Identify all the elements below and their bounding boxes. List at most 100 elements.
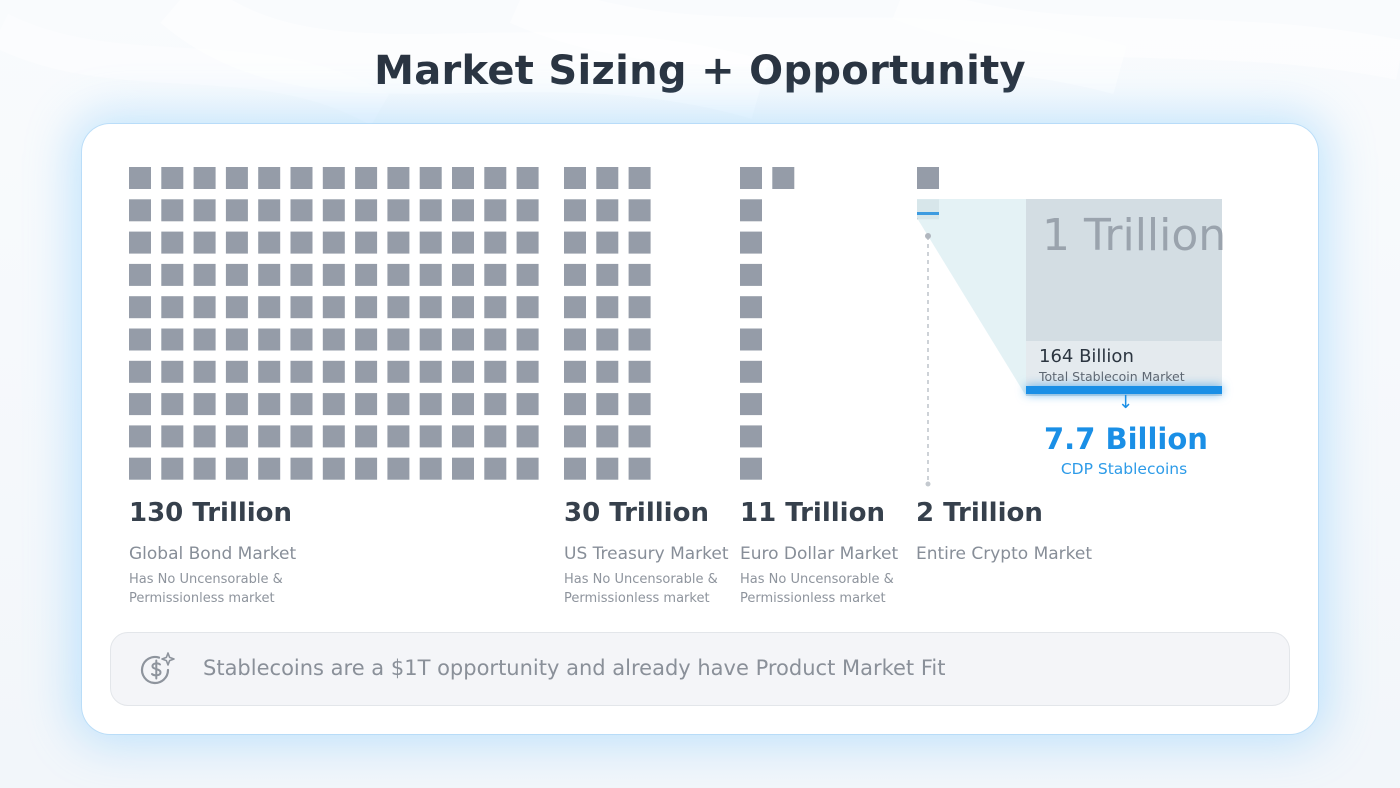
unit-cell — [387, 360, 410, 383]
bond-market-note: Has No Uncensorable & Permissionless mar… — [129, 572, 283, 606]
page-title: Market Sizing + Opportunity — [374, 48, 1026, 94]
unit-cell — [452, 457, 474, 480]
unit-cell — [740, 263, 762, 286]
unit-cell — [484, 296, 507, 319]
unit-cell — [484, 457, 507, 480]
unit-cell — [161, 360, 184, 383]
unit-cell — [387, 393, 410, 416]
down-arrow-icon: ↓ — [1118, 392, 1134, 413]
unit-cell — [628, 360, 651, 383]
unit-cell — [419, 231, 442, 254]
cdp-stablecoins-value: 7.7 Billion — [1044, 422, 1208, 456]
unit-cell — [225, 231, 248, 254]
unit-cell — [161, 231, 184, 254]
bond-market-name: Global Bond Market — [129, 544, 297, 564]
unit-cell — [322, 296, 345, 319]
unit-cell — [452, 425, 474, 448]
market-sizing-card: 1 Trillion 164 Billion Total Stablecoin … — [82, 124, 1318, 734]
unit-cell — [596, 360, 619, 383]
euro-market-note: Has No Uncensorable & Permissionless mar… — [740, 572, 894, 606]
unit-cell — [419, 263, 442, 286]
unit-cell — [161, 328, 184, 351]
unit-cell — [596, 231, 619, 254]
unit-cell — [161, 296, 184, 319]
unit-cell — [322, 457, 345, 480]
unit-cell — [355, 263, 378, 286]
unit-cell — [322, 360, 345, 383]
unit-cell — [258, 167, 281, 189]
unit-cell — [484, 328, 507, 351]
crypto-mini-cell-highlight — [917, 212, 939, 215]
unit-cell — [419, 393, 442, 416]
unit-cell — [419, 425, 442, 448]
unit-cell — [129, 360, 151, 383]
unit-cell — [193, 199, 216, 222]
unit-cell — [161, 425, 184, 448]
unit-cell — [290, 199, 313, 222]
unit-cell — [258, 263, 281, 286]
guide-dot-top — [925, 233, 931, 239]
unit-cell — [193, 457, 216, 480]
unit-cell — [564, 231, 586, 254]
unit-cell — [740, 167, 762, 189]
unit-cell — [322, 393, 345, 416]
unit-cell — [225, 199, 248, 222]
unit-cell — [628, 296, 651, 319]
unit-cell — [564, 199, 586, 222]
unit-cell — [516, 199, 539, 222]
unit-cell — [452, 296, 474, 319]
unit-cell — [225, 263, 248, 286]
unit-cell — [322, 167, 345, 189]
unit-cell — [564, 360, 586, 383]
unit-cell — [740, 425, 762, 448]
unit-cell — [564, 457, 586, 480]
unit-cell — [628, 457, 651, 480]
unit-cell — [484, 263, 507, 286]
unit-cell — [564, 425, 586, 448]
unit-cell — [596, 425, 619, 448]
unit-cell — [516, 231, 539, 254]
unit-cell — [628, 199, 651, 222]
unit-cell — [628, 231, 651, 254]
grid-us-treasury-market — [564, 167, 651, 480]
bond-market-value: 130 Trillion — [129, 498, 293, 528]
unit-cell — [290, 296, 313, 319]
unit-cell — [596, 167, 619, 189]
unit-cell — [484, 360, 507, 383]
treasury-market-note: Has No Uncensorable & Permissionless mar… — [564, 572, 718, 606]
guide-dot-bottom — [925, 481, 931, 487]
unit-cell — [452, 328, 474, 351]
unit-cell — [740, 328, 762, 351]
unit-cell — [258, 425, 281, 448]
unit-cell — [161, 457, 184, 480]
unit-cell — [129, 231, 151, 254]
unit-cell — [225, 425, 248, 448]
unit-cell — [225, 360, 248, 383]
unit-cell — [516, 296, 539, 319]
unit-cell — [258, 457, 281, 480]
unit-cell — [290, 231, 313, 254]
crypto-market-value: 2 Trillion — [916, 498, 1043, 528]
unit-cell — [225, 296, 248, 319]
opportunity-callout: Stablecoins are a $1T opportunity and al… — [110, 632, 1290, 706]
unit-cell — [628, 263, 651, 286]
unit-cell — [772, 167, 795, 189]
unit-cell — [225, 393, 248, 416]
unit-cell — [484, 231, 507, 254]
euro-market-value: 11 Trillion — [740, 498, 885, 528]
unit-cell — [628, 393, 651, 416]
unit-cell — [161, 393, 184, 416]
unit-cell — [419, 328, 442, 351]
crypto-market-name: Entire Crypto Market — [916, 544, 1093, 564]
unit-cell — [484, 425, 507, 448]
unit-cell — [225, 167, 248, 189]
unit-cell — [322, 328, 345, 351]
unit-cell — [452, 231, 474, 254]
cdp-stablecoins-label: CDP Stablecoins — [1060, 460, 1188, 478]
unit-cell — [129, 263, 151, 286]
unit-cell — [564, 263, 586, 286]
unit-cell — [129, 393, 151, 416]
unit-cell — [322, 199, 345, 222]
unit-cell — [596, 328, 619, 351]
unit-cell — [740, 231, 762, 254]
